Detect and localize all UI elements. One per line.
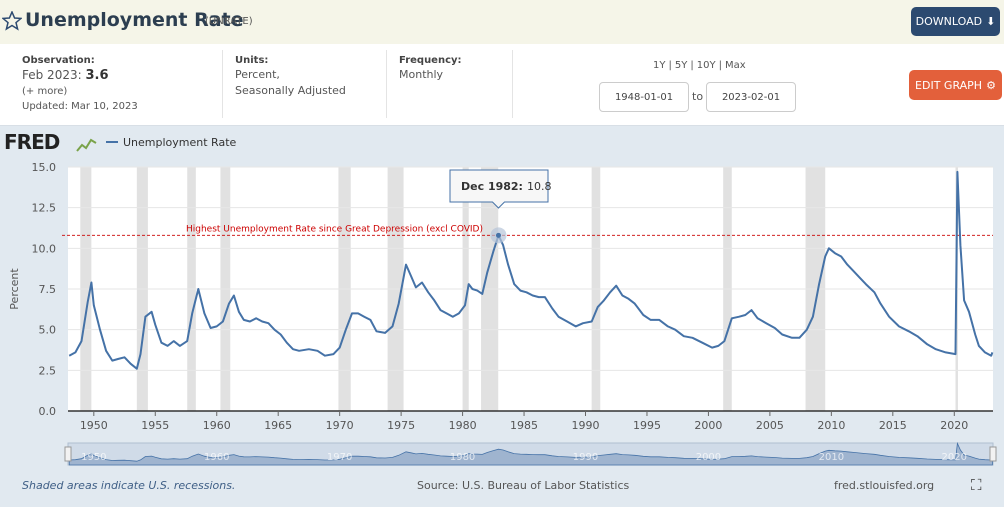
navigator-label: 2020: [942, 452, 967, 463]
y-tick-label: 15.0: [32, 161, 57, 174]
site[interactable]: fred.stlouisfed.org: [834, 479, 935, 492]
x-tick-label: 2010: [817, 419, 845, 432]
gear-icon: ⚙: [986, 78, 996, 92]
y-tick-label: 7.5: [39, 283, 57, 296]
tooltip-text: Dec 1982: 10.8: [461, 180, 551, 193]
observation: Feb 2023: 3.6: [22, 68, 109, 83]
range-link[interactable]: 5Y: [674, 60, 688, 71]
separator: [222, 50, 223, 118]
range-link[interactable]: Max: [724, 60, 746, 71]
x-tick-label: 1975: [387, 419, 415, 432]
series-id: (UNRATE): [205, 16, 253, 27]
fred-logo: FRED: [4, 130, 60, 154]
x-tick-label: 2000: [694, 419, 722, 432]
observation-label: Observation:: [22, 55, 95, 66]
title: Unemployment Rate: [25, 9, 244, 31]
download-label: DOWNLOAD: [915, 15, 983, 28]
source: Source: U.S. Bureau of Labor Statistics: [417, 479, 630, 492]
frequency-value: Monthly: [399, 68, 444, 81]
navigator-label: 2000: [696, 452, 721, 463]
x-tick-label: 1950: [80, 419, 108, 432]
tooltip-value: 10.8: [527, 180, 552, 193]
units-label: Units:: [235, 55, 269, 66]
download-button[interactable]: DOWNLOAD ⬇: [911, 7, 1000, 36]
x-tick-label: 1955: [141, 419, 169, 432]
updated: Updated: Mar 10, 2023: [22, 101, 138, 112]
frequency-label: Frequency:: [399, 55, 462, 66]
x-tick-label: 1990: [572, 419, 600, 432]
units-line: Percent,: [235, 68, 280, 81]
y-tick-label: 12.5: [32, 202, 57, 215]
download-icon: ⬇: [986, 15, 996, 28]
info-panel: [0, 44, 1004, 126]
recession-note: Shaded areas indicate U.S. recessions.: [22, 479, 236, 492]
navigator-label: 1970: [327, 452, 352, 463]
highlight-point: [495, 232, 501, 238]
fullscreen-icon[interactable]: ⛶: [971, 476, 982, 494]
x-tick-label: 1970: [326, 419, 354, 432]
observation-value: 3.6: [85, 68, 109, 83]
edit-label: EDIT GRAPH: [915, 78, 983, 92]
edit-graph-button[interactable]: EDIT GRAPH ⚙: [909, 70, 1002, 100]
x-tick-label: 1960: [203, 419, 231, 432]
legend-label: Unemployment Rate: [123, 136, 237, 149]
navigator-label: 1960: [204, 452, 229, 463]
x-tick-label: 2005: [756, 419, 784, 432]
logo-icon: [76, 138, 97, 152]
y-axis-label: Percent: [8, 268, 21, 310]
top-bar: Unemployment Rate (UNRATE) DOWNLOAD ⬇: [0, 0, 1004, 44]
x-tick-label: 1965: [264, 419, 292, 432]
units-line: Seasonally Adjusted: [235, 84, 346, 97]
separator: [512, 50, 513, 118]
start-date-input[interactable]: 1948-01-01: [599, 82, 689, 112]
tooltip-label: Dec 1982:: [461, 180, 523, 193]
navigator-label: 2010: [819, 452, 844, 463]
x-tick-label: 2015: [879, 419, 907, 432]
x-tick-label: 1985: [510, 419, 538, 432]
navigator-label: 1980: [450, 452, 475, 463]
navigator-label: 1990: [573, 452, 598, 463]
annotation-text: Highest Unemployment Rate since Great De…: [186, 224, 483, 234]
navigator-handle[interactable]: [989, 446, 997, 462]
range-separator: |: [668, 60, 672, 71]
x-tick-label: 1980: [449, 419, 477, 432]
range-link[interactable]: 10Y: [696, 60, 716, 71]
range-separator: |: [690, 60, 694, 71]
to-label: to: [692, 90, 704, 103]
y-tick-label: 5.0: [39, 324, 57, 337]
range-link[interactable]: 1Y: [653, 60, 666, 71]
navigator-label: 1950: [81, 452, 106, 463]
navigator-handle[interactable]: [64, 446, 72, 462]
x-tick-label: 2020: [940, 419, 968, 432]
separator: [386, 50, 387, 118]
observation-date: Feb 2023:: [22, 68, 82, 82]
range-separator: |: [718, 60, 722, 71]
y-tick-label: 2.5: [39, 364, 57, 377]
more-link[interactable]: (+ more): [22, 86, 68, 97]
x-tick-label: 1995: [633, 419, 661, 432]
tooltip-box: [449, 169, 549, 209]
navigator-area: [68, 441, 993, 466]
star-icon[interactable]: [2, 11, 22, 31]
end-date-input[interactable]: 2023-02-01: [706, 82, 796, 112]
y-tick-label: 10.0: [32, 242, 57, 255]
y-tick-label: 0.0: [39, 405, 57, 418]
range-links: 1Y | 5Y | 10Y | Max: [653, 60, 746, 71]
chart: FRED 0.0 2.5 5.0 7.5 10.0 12.5 15.0 Percent 1950…: [4, 130, 997, 466]
